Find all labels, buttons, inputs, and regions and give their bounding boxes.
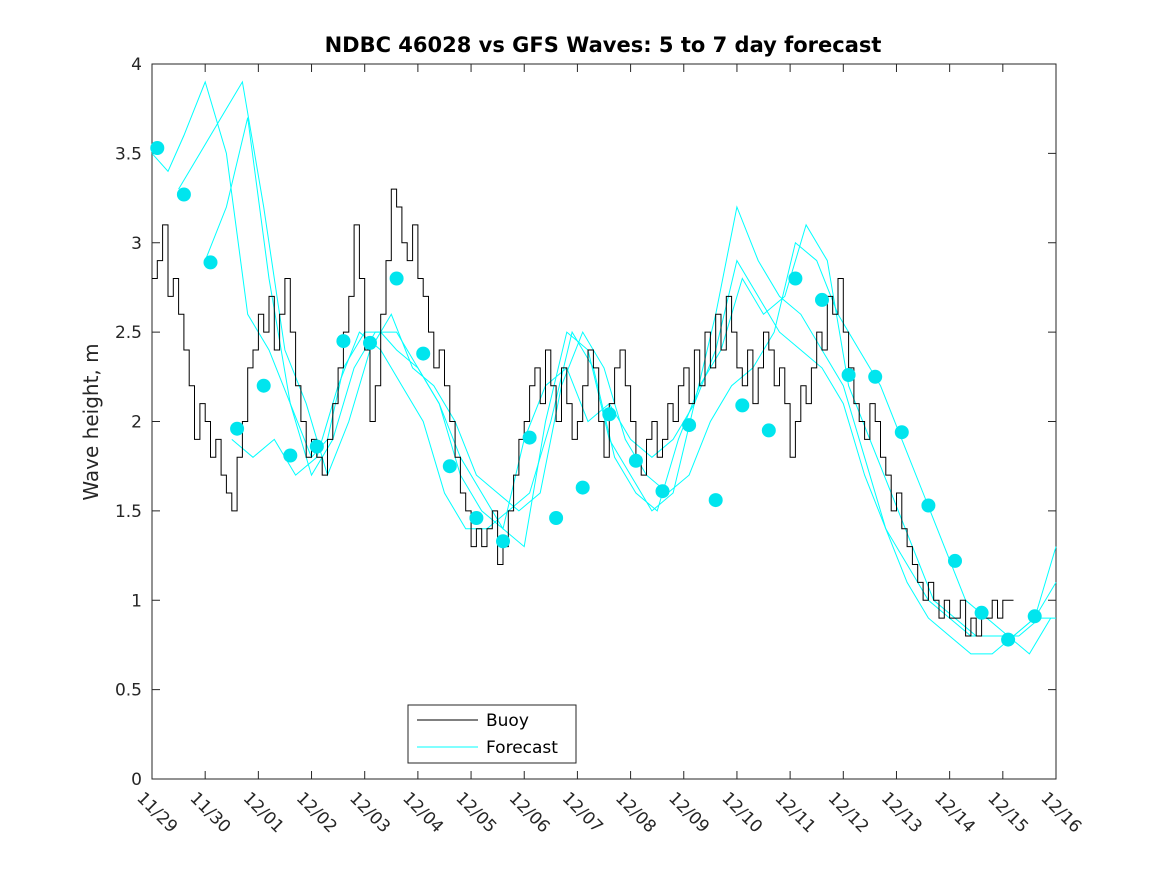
y-tick-label: 0 bbox=[131, 770, 142, 790]
y-tick-label: 3 bbox=[131, 234, 142, 254]
y-axis-ticks: 0 0.5 1 1.5 2 2.5 3 3.5 4 bbox=[115, 55, 1056, 790]
forecast-marker bbox=[522, 430, 537, 445]
legend: Buoy Forecast bbox=[407, 704, 577, 764]
legend-buoy-label: Buoy bbox=[486, 711, 529, 731]
buoy-series-group bbox=[152, 188, 1014, 637]
forecast-marker bbox=[575, 480, 590, 495]
forecast-marker bbox=[735, 398, 750, 413]
forecast-marker bbox=[602, 407, 617, 422]
y-tick-label: 1.5 bbox=[115, 502, 142, 522]
forecast-marker bbox=[336, 334, 351, 349]
forecast-marker bbox=[1027, 609, 1042, 624]
forecast-line bbox=[151, 80, 1057, 637]
forecast-marker bbox=[655, 484, 670, 499]
chart-title: NDBC 46028 vs GFS Waves: 5 to 7 day fore… bbox=[325, 33, 882, 57]
forecast-marker bbox=[628, 453, 643, 468]
forecast-marker bbox=[948, 553, 962, 568]
y-tick-label: 2.5 bbox=[115, 323, 142, 343]
forecast-marker bbox=[708, 493, 723, 508]
y-tick-label: 4 bbox=[131, 55, 142, 75]
forecast-marker bbox=[363, 335, 377, 350]
y-tick-label: 2 bbox=[131, 413, 142, 433]
legend-forecast-label: Forecast bbox=[486, 738, 558, 758]
forecast-marker bbox=[974, 605, 989, 620]
forecast-marker bbox=[841, 368, 856, 382]
forecast-marker bbox=[283, 448, 298, 463]
forecast-marker bbox=[256, 378, 271, 393]
y-tick-label: 0.5 bbox=[115, 681, 142, 701]
forecast-marker bbox=[868, 369, 883, 384]
forecast-marker bbox=[230, 421, 245, 436]
forecast-marker bbox=[1001, 632, 1016, 647]
buoy-line bbox=[152, 188, 1014, 637]
forecast-marker bbox=[442, 459, 457, 474]
plot-area: 00.511.522.533.54 11/29 11/30 12/01 12/02 12… bbox=[115, 55, 1085, 837]
forecast-marker bbox=[203, 255, 218, 270]
forecast-marker bbox=[815, 292, 829, 307]
forecast-markers-group bbox=[150, 141, 1042, 647]
forecast-marker bbox=[416, 346, 431, 361]
forecast-marker bbox=[389, 271, 404, 286]
y-axis-label: Wave height, m bbox=[79, 343, 103, 500]
forecast-marker bbox=[761, 423, 776, 438]
forecast-marker bbox=[309, 439, 324, 454]
forecast-marker bbox=[150, 141, 165, 155]
forecast-marker bbox=[496, 534, 510, 549]
forecast-marker bbox=[176, 187, 191, 202]
forecast-marker bbox=[921, 498, 936, 513]
y-tick-label: 3.5 bbox=[115, 144, 142, 164]
forecast-marker bbox=[788, 271, 803, 286]
legend-box bbox=[407, 704, 577, 764]
forecast-marker bbox=[469, 511, 484, 525]
y-tick-label: 1 bbox=[131, 591, 142, 611]
forecast-line bbox=[204, 117, 1057, 655]
forecast-marker bbox=[549, 511, 564, 525]
forecast-marker bbox=[894, 425, 909, 440]
forecast-marker bbox=[682, 418, 697, 433]
